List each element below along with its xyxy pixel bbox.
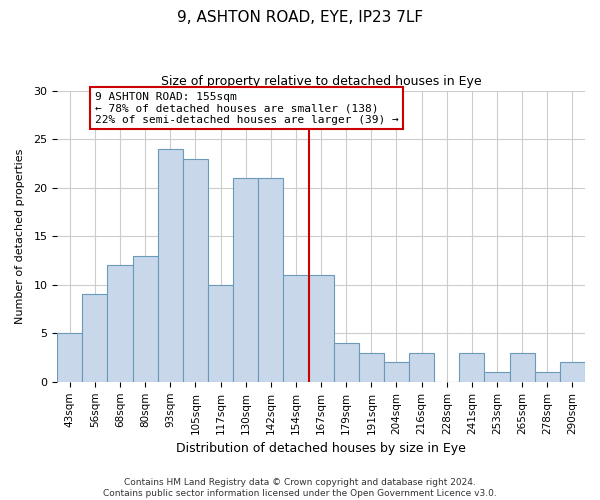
Bar	[283, 275, 308, 382]
Bar	[57, 334, 82, 382]
Bar	[409, 352, 434, 382]
Bar	[82, 294, 107, 382]
Bar	[233, 178, 258, 382]
Bar	[183, 158, 208, 382]
Bar	[509, 352, 535, 382]
Title: Size of property relative to detached houses in Eye: Size of property relative to detached ho…	[161, 75, 481, 88]
Bar	[158, 149, 183, 382]
Y-axis label: Number of detached properties: Number of detached properties	[15, 148, 25, 324]
Bar	[107, 266, 133, 382]
Bar	[208, 284, 233, 382]
Bar	[258, 178, 283, 382]
X-axis label: Distribution of detached houses by size in Eye: Distribution of detached houses by size …	[176, 442, 466, 455]
Text: Contains HM Land Registry data © Crown copyright and database right 2024.
Contai: Contains HM Land Registry data © Crown c…	[103, 478, 497, 498]
Bar	[359, 352, 384, 382]
Bar	[484, 372, 509, 382]
Bar	[535, 372, 560, 382]
Bar	[133, 256, 158, 382]
Bar	[308, 275, 334, 382]
Text: 9, ASHTON ROAD, EYE, IP23 7LF: 9, ASHTON ROAD, EYE, IP23 7LF	[177, 10, 423, 25]
Bar	[334, 343, 359, 382]
Bar	[460, 352, 484, 382]
Bar	[560, 362, 585, 382]
Text: 9 ASHTON ROAD: 155sqm
← 78% of detached houses are smaller (138)
22% of semi-det: 9 ASHTON ROAD: 155sqm ← 78% of detached …	[95, 92, 398, 124]
Bar	[384, 362, 409, 382]
